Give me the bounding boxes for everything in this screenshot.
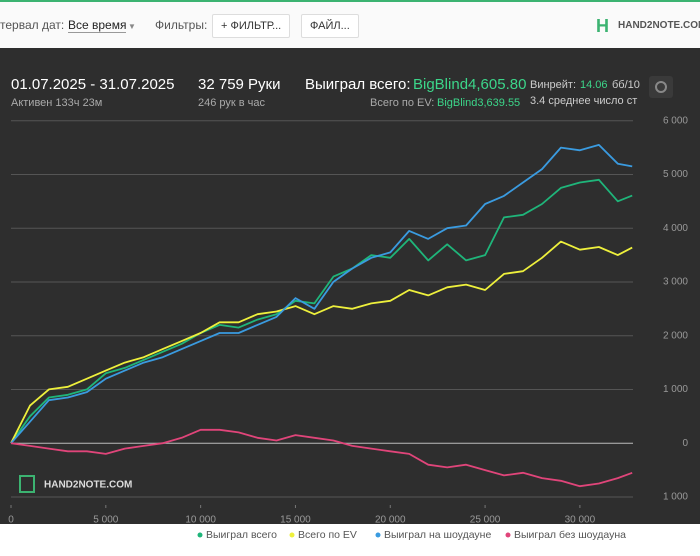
legend-label: Выиграл на шоудауне <box>384 529 491 541</box>
caret: ▼ <box>128 22 136 31</box>
panel <box>0 48 700 524</box>
y-tick-label: 3 000 <box>663 277 688 288</box>
legend-marker <box>289 532 295 538</box>
won-label: Выиграл всего: <box>305 76 411 93</box>
y-tick-label: 0 <box>682 438 688 449</box>
logo-icon: H <box>596 16 609 36</box>
y-tick-label: 1 000 <box>663 492 688 503</box>
series-line <box>10 178 633 444</box>
ev-label: Всего по EV: <box>370 97 434 109</box>
button[interactable]: + ФИЛЬТР... <box>212 14 291 38</box>
series-line <box>10 240 633 444</box>
y-tick-label: 5 000 <box>663 169 688 180</box>
gear-icon <box>655 81 667 93</box>
watermark: HAND2NOTE.COM <box>44 480 132 491</box>
dropdown[interactable]: Все время <box>68 18 127 33</box>
legend-marker <box>505 532 511 538</box>
legend-marker <box>375 532 381 538</box>
y-tick-label: 2 000 <box>663 330 688 341</box>
legend-label: Всего по EV <box>298 529 357 541</box>
y-tick-label: 6 000 <box>663 115 688 126</box>
label: Фильтры: <box>155 18 208 32</box>
toolbar: тервал дат: Все время ▼ Фильтры: + ФИЛЬТ… <box>0 0 700 50</box>
series-line <box>10 144 633 444</box>
x-tick-label: 0 <box>8 515 14 526</box>
x-tick-label: 25 000 <box>470 515 501 526</box>
x-tick-label: 15 000 <box>280 515 311 526</box>
legend-label: Выиграл всего <box>206 529 277 541</box>
chart: 01.07.2025 - 31.07.2025 Активен 133ч 23м… <box>0 48 700 541</box>
winrate-label: Винрейт: <box>530 79 576 91</box>
winrate-unit: бб/10 <box>612 79 640 91</box>
period: 01.07.2025 - 31.07.2025 <box>11 76 174 93</box>
watermark-icon <box>19 475 35 493</box>
won-value: BigBlind4,605.80 <box>413 76 526 93</box>
y-tick-label: 4 000 <box>663 223 688 234</box>
y-tick-label: 1 000 <box>663 384 688 395</box>
label: тервал дат: <box>0 18 65 32</box>
winrate-value: 14.06 <box>580 79 608 91</box>
hands-per-hour: 246 рук в час <box>198 97 266 109</box>
hands: 32 759 Руки <box>198 76 281 93</box>
legend-label: Выиграл без шоудауна <box>514 529 626 541</box>
logo: HAND2NOTE.COM <box>618 20 700 31</box>
avg-players: 3.4 среднее число ст <box>530 95 637 107</box>
x-tick-label: 10 000 <box>185 515 216 526</box>
legend-marker <box>197 532 203 538</box>
series-line <box>10 428 633 488</box>
button-text: ФИЛЬТР... <box>230 20 282 32</box>
ev-value: BigBlind3,639.55 <box>437 97 520 109</box>
x-tick-label: 20 000 <box>375 515 406 526</box>
settings-button[interactable] <box>649 76 673 98</box>
button[interactable]: ФАЙЛ... <box>301 14 359 38</box>
x-tick-label: 5 000 <box>93 515 118 526</box>
x-tick-label: 30 000 <box>565 515 596 526</box>
active: Активен 133ч 23м <box>11 97 102 109</box>
